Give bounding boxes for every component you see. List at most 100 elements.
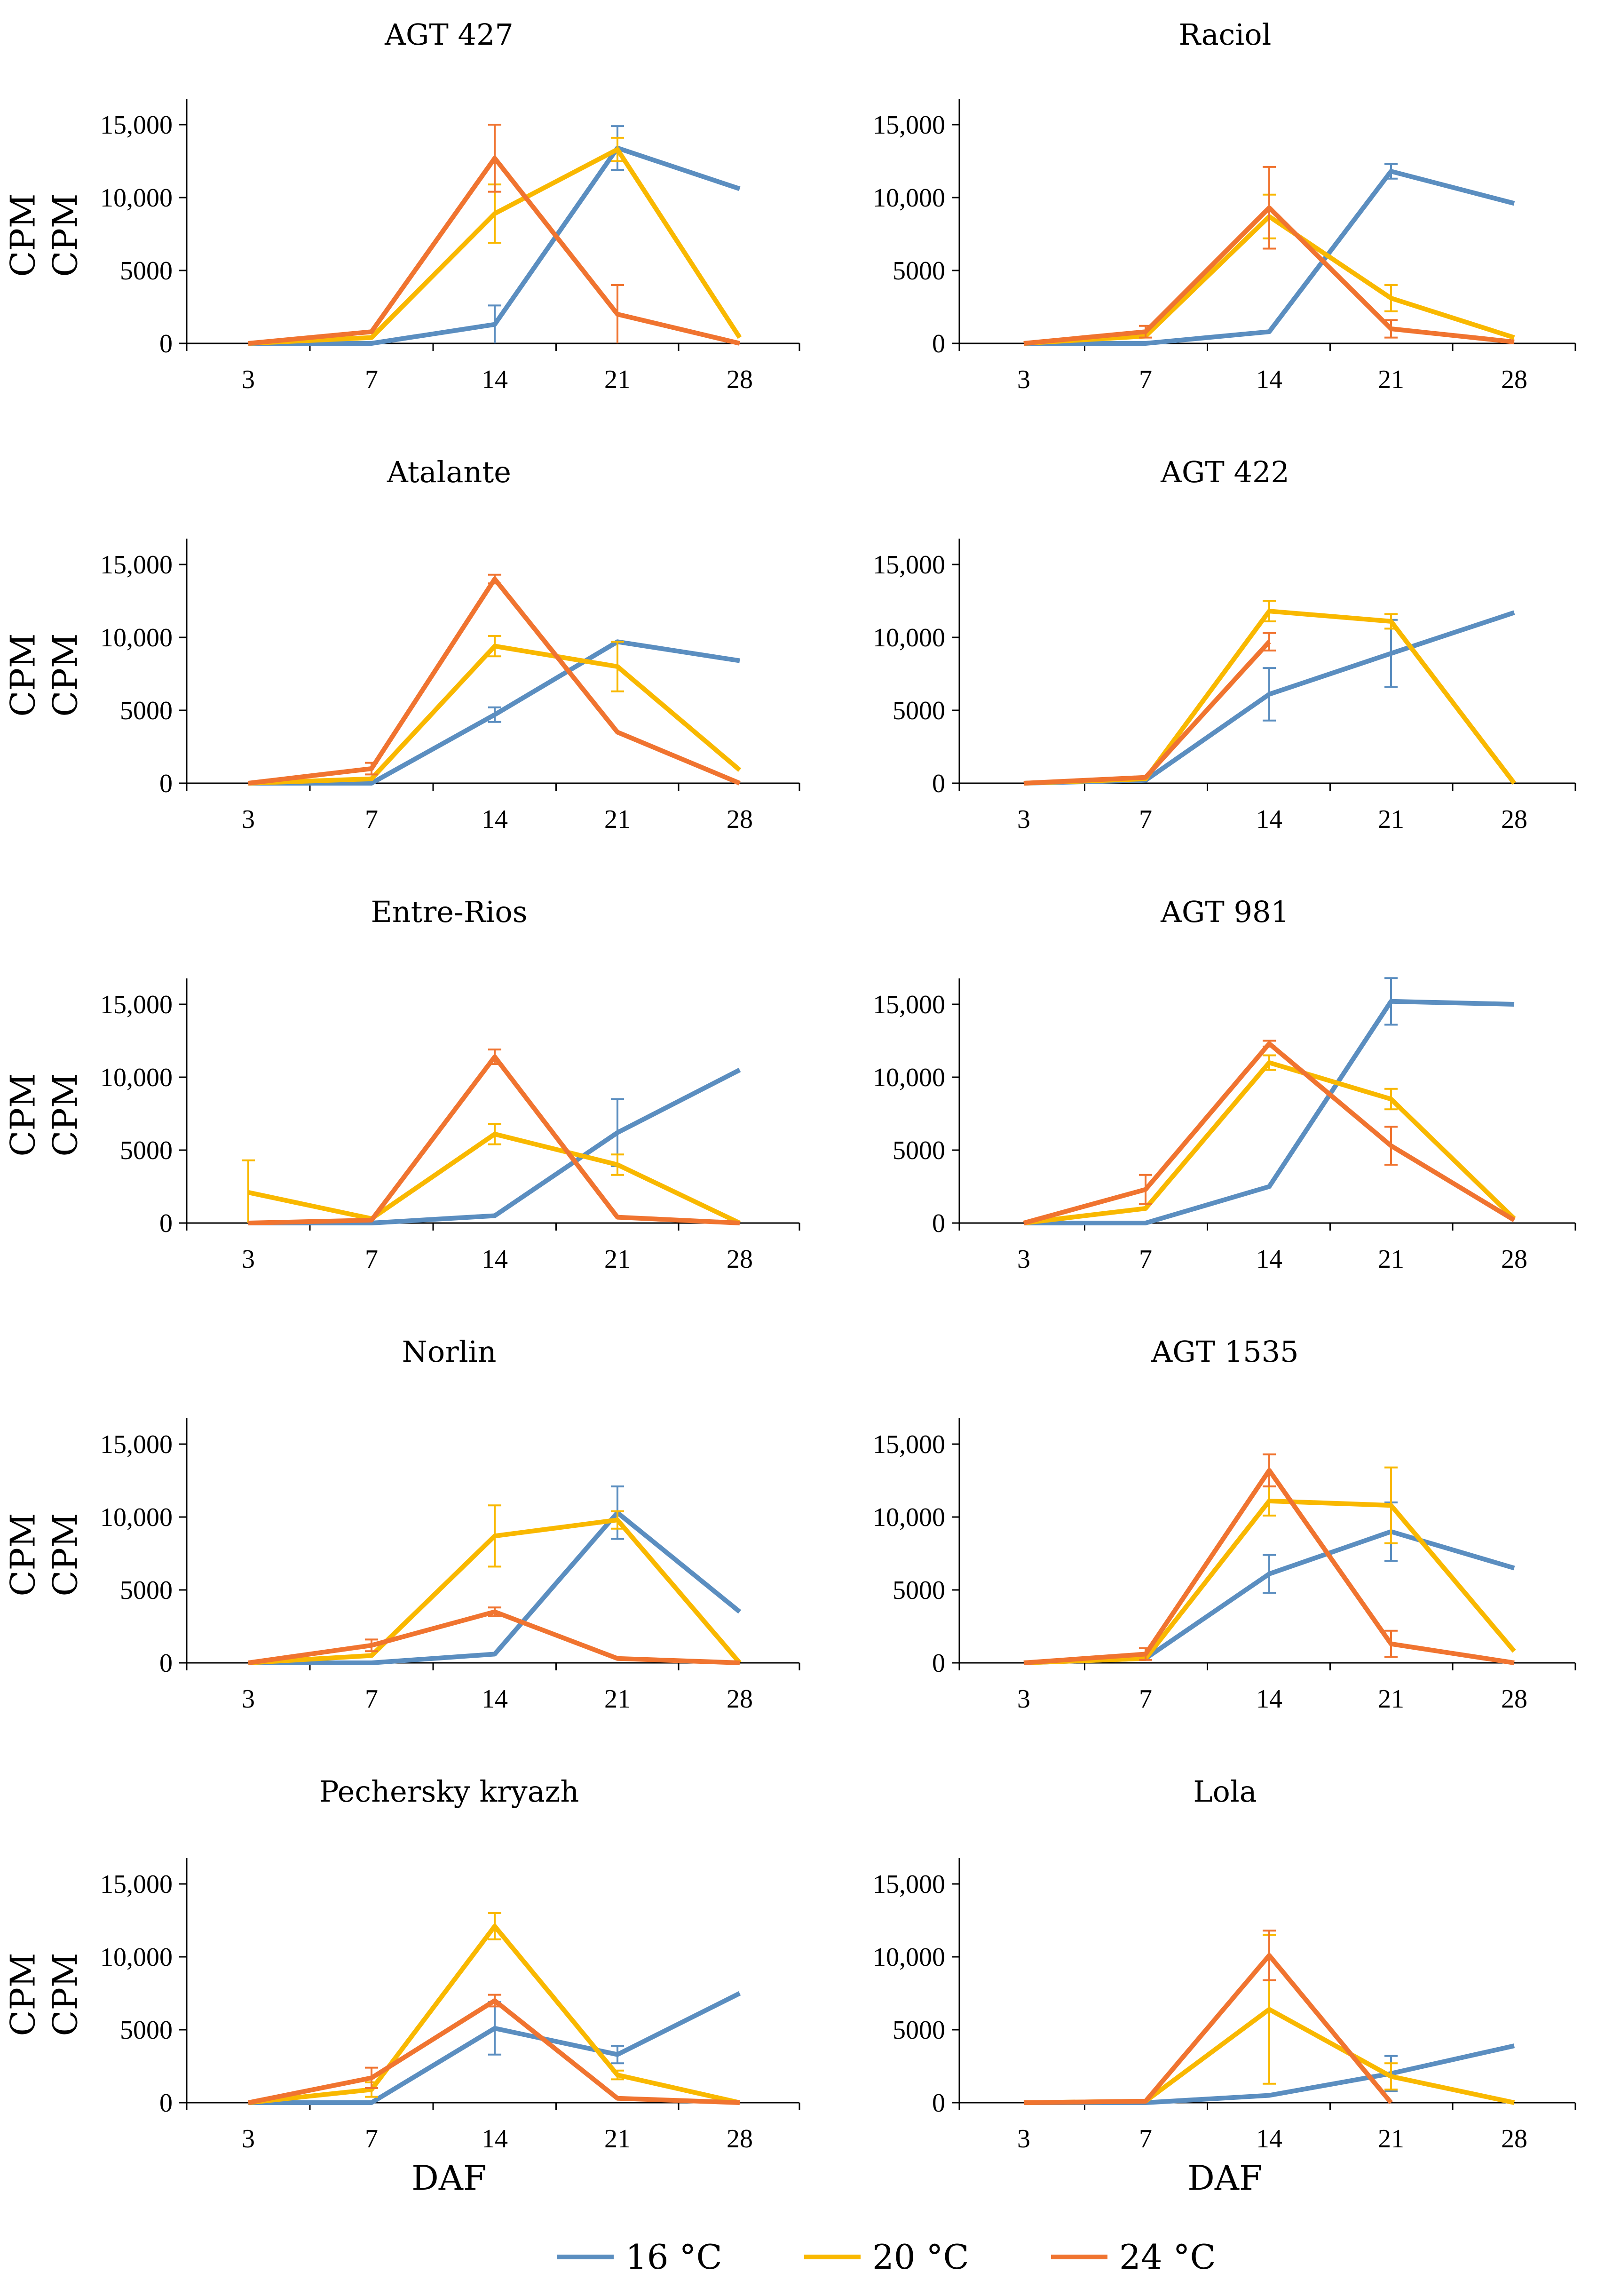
x-tick-label: 14: [482, 2124, 508, 2153]
series-24c: [248, 124, 741, 346]
x-tick-label: 28: [727, 365, 753, 394]
x-tick-label: 3: [242, 1245, 255, 1274]
y-tick-label: 10,000: [873, 1503, 945, 1532]
x-tick-label: 3: [242, 1684, 255, 1714]
y-tick-label: 0: [159, 329, 173, 358]
x-axis-label-right: DAF: [1187, 2158, 1263, 2198]
x-tick-label: 3: [242, 365, 255, 394]
y-axis-label: CPM: [3, 1073, 43, 1156]
series-line: [1023, 1060, 1516, 1225]
x-tick-label: 3: [1017, 1245, 1030, 1274]
x-tick-label: 21: [1378, 2124, 1404, 2153]
x-axis-label-left: DAF: [411, 2158, 487, 2198]
series-line: [248, 145, 741, 346]
y-tick-label: 5000: [893, 2016, 945, 2045]
series-line: [248, 1991, 741, 2105]
y-tick-label: 15,000: [100, 550, 173, 580]
x-tick-label: 21: [604, 2124, 631, 2153]
y-tick-label: 0: [932, 769, 945, 798]
panel-title: Lola: [1193, 1774, 1257, 1809]
panel-1: AGT 427 0 5000 10,000 15,000 3 7 14 21 28 CPM: [46, 17, 800, 394]
panel-title: AGT 1535: [1151, 1335, 1298, 1369]
y-tick-label: 15,000: [873, 111, 945, 140]
x-tick-label: 7: [1139, 365, 1152, 394]
panel-title: Raciol: [1179, 17, 1272, 52]
x-tick-label: 28: [727, 1684, 753, 1714]
x-tick-label: 28: [727, 1245, 753, 1274]
series-line: [248, 1923, 741, 2105]
x-tick-label: 7: [365, 365, 378, 394]
y-tick-label: 10,000: [100, 623, 173, 652]
y-tick-label: 0: [159, 769, 173, 798]
series-line: [248, 156, 741, 346]
y-tick-label: 5000: [893, 256, 945, 286]
series-line: [247, 1131, 741, 1225]
y-tick-label: 10,000: [100, 1503, 173, 1532]
series-line: [1024, 999, 1515, 1225]
x-tick-label: 7: [365, 1245, 378, 1274]
y-tick-label: 0: [932, 329, 945, 358]
x-tick-label: 14: [1256, 365, 1282, 394]
x-tick-label: 14: [482, 1245, 508, 1274]
series-line: [248, 1998, 740, 2105]
legend-label: 16 °C: [625, 2237, 722, 2277]
y-tick-label: 0: [159, 1649, 173, 1678]
series-16c: [248, 125, 741, 346]
legend: 16 °C 20 °C 24 °C: [557, 2237, 1216, 2277]
series-24c: [248, 1606, 740, 1665]
series-line: [1023, 205, 1515, 346]
series-16c: [248, 639, 740, 786]
series-line: [1023, 1498, 1516, 1665]
x-tick-label: 3: [1017, 365, 1030, 394]
series-20c: [1023, 1466, 1516, 1665]
y-tick-label: 0: [932, 1209, 945, 1238]
x-tick-label: 28: [1501, 805, 1527, 834]
y-tick-label: 10,000: [100, 1943, 173, 1972]
series-line: [1023, 1468, 1515, 1665]
panel-title: Pechersky kryazh: [319, 1774, 579, 1809]
x-tick-label: 21: [604, 805, 631, 834]
panel-9: Pechersky kryazh 0 5000 10,000 15,000 3 7 14 21 2…: [46, 1774, 800, 2153]
x-tick-label: 3: [1017, 2124, 1030, 2153]
x-tick-label: 14: [1256, 2124, 1282, 2153]
y-tick-label: 0: [932, 1649, 945, 1678]
y-tick-label: 10,000: [873, 623, 945, 652]
series-20c: [242, 1123, 741, 1225]
series-16c: [1023, 1502, 1515, 1665]
y-tick-label: 10,000: [100, 183, 173, 213]
y-axis-label: CPM: [3, 1953, 43, 2036]
panel-title: Atalante: [387, 455, 511, 489]
legend-label: 24 °C: [1119, 2237, 1216, 2277]
series-24c: [1023, 1040, 1516, 1225]
y-tick-label: 15,000: [873, 1430, 945, 1459]
y-axis-label: CPM: [46, 633, 85, 716]
y-tick-label: 5000: [893, 1136, 945, 1165]
x-tick-label: 21: [604, 1245, 631, 1274]
x-tick-label: 7: [365, 805, 378, 834]
y-tick-label: 10,000: [873, 183, 945, 213]
series-20c: [248, 1912, 741, 2105]
y-tick-label: 5000: [893, 696, 945, 725]
panel-8: AGT 1535 0 5000 10,000 15,000 3 7 14 21 28 CPM: [3, 1335, 1576, 1714]
series-24c: [248, 573, 741, 786]
series-24c: [1023, 632, 1276, 786]
y-tick-label: 5000: [120, 2016, 173, 2045]
series-line: [248, 644, 742, 786]
y-tick-label: 15,000: [873, 990, 945, 1019]
panel-5: Entre-Rios 0 5000 10,000 15,000 3 7 14 21 28 CPM: [46, 895, 800, 1274]
panel-6: AGT 981 0 5000 10,000 15,000 3 7 14 21 28 CPM: [3, 895, 1576, 1274]
panel-title: AGT 981: [1160, 895, 1289, 929]
x-tick-label: 3: [242, 2124, 255, 2153]
series-line: [248, 639, 740, 786]
y-axis-label: CPM: [46, 193, 85, 277]
series-line: [1023, 1953, 1393, 2105]
x-tick-label: 21: [1378, 1245, 1404, 1274]
y-tick-label: 5000: [120, 1576, 173, 1605]
x-tick-label: 7: [365, 1684, 378, 1714]
x-tick-label: 14: [482, 1684, 508, 1714]
y-axis-label: CPM: [3, 633, 43, 716]
y-tick-label: 10,000: [873, 1943, 945, 1972]
x-tick-label: 7: [1139, 2124, 1152, 2153]
y-tick-label: 5000: [893, 1576, 945, 1605]
